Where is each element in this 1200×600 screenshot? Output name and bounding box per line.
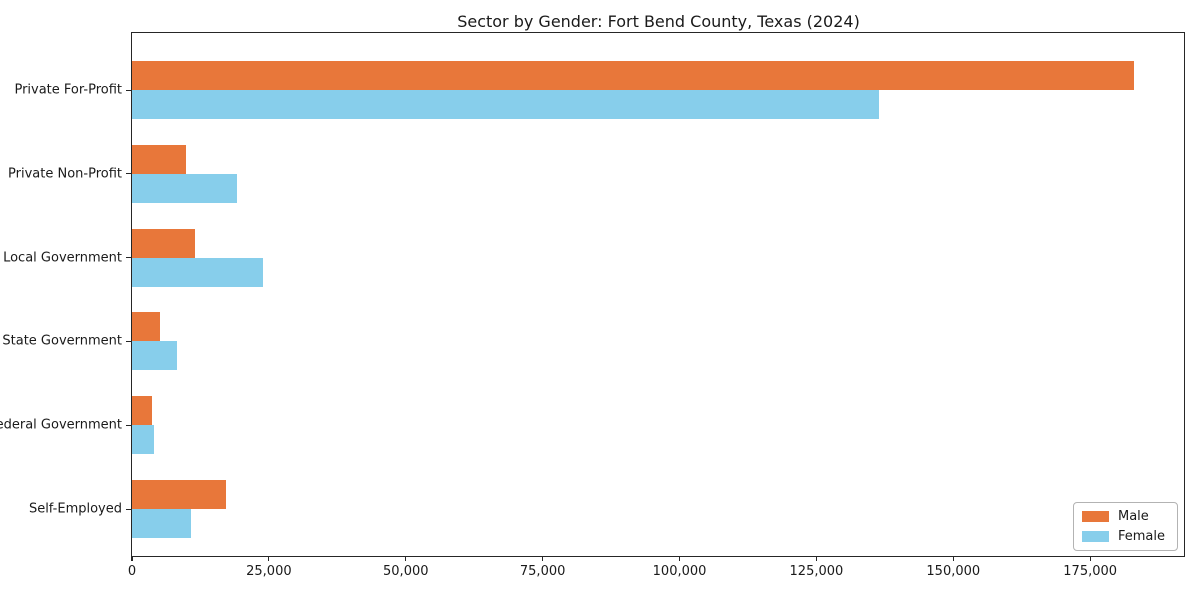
bar-female-private-for-profit — [132, 90, 880, 119]
bar-male-private-for-profit — [132, 61, 1134, 90]
x-tick-label-125-000: 125,000 — [789, 564, 844, 579]
y-tick-mark — [126, 173, 131, 175]
x-tick-label-75-000: 75,000 — [519, 564, 566, 579]
bar-male-local-government — [132, 228, 195, 258]
y-tick-label-local-government: Local Government — [3, 250, 122, 266]
y-tick-mark — [126, 89, 131, 91]
y-tick-mark — [126, 424, 131, 426]
x-tick-mark — [131, 556, 133, 561]
x-tick-mark — [268, 556, 270, 561]
y-tick-label-federal-government: Federal Government — [0, 417, 122, 433]
y-tick-label-private-non-profit: Private Non-Profit — [8, 166, 122, 182]
legend-item-female: Female — [1081, 529, 1165, 544]
x-tick-label-0: 0 — [127, 564, 137, 579]
x-tick-mark — [405, 556, 407, 561]
bar-male-federal-government — [132, 396, 152, 426]
x-tick-mark — [815, 556, 817, 561]
legend-swatch-male — [1081, 511, 1109, 522]
x-tick-label-150-000: 150,000 — [926, 564, 981, 579]
legend-item-male: Male — [1081, 509, 1165, 524]
y-tick-label-private-for-profit: Private For-Profit — [14, 82, 122, 98]
bar-male-state-government — [132, 312, 160, 342]
legend-label-male: Male — [1117, 509, 1149, 524]
x-tick-label-25-000: 25,000 — [246, 564, 292, 579]
plot-area: Private For-Profit Private Non-Profit Loca… — [0, 32, 1185, 579]
bar-female-local-government — [132, 257, 263, 287]
y-tick-mark — [126, 340, 131, 343]
x-tick-mark — [1089, 556, 1091, 561]
x-tick-label-100-000: 100,000 — [652, 564, 707, 579]
legend-swatch-female — [1081, 531, 1109, 542]
y-tick-label-self-employed: Self-Employed — [28, 501, 122, 517]
bar-female-federal-government — [132, 425, 154, 455]
legend-label-female: Female — [1117, 529, 1165, 544]
legend-items: Male Female — [1081, 509, 1165, 544]
x-tick-mark — [952, 556, 954, 561]
y-tick-mark — [126, 508, 131, 510]
bar-male-private-non-profit — [132, 144, 187, 174]
bar-female-state-government — [132, 341, 178, 371]
x-tick-mark — [542, 556, 544, 561]
bar-female-private-non-profit — [132, 173, 238, 203]
x-tick-mark — [678, 556, 681, 561]
chart-title: Sector by Gender: Fort Bend County, Texa… — [457, 12, 860, 31]
x-tick-label-50-000: 50,000 — [383, 564, 429, 579]
bar-male-self-employed — [132, 480, 226, 509]
y-tick-label-state-government: State Government — [2, 333, 122, 349]
bar-female-self-employed — [132, 509, 192, 538]
legend: Male Female — [1072, 502, 1178, 551]
y-tick-mark — [126, 257, 131, 259]
x-tick-label-175-000: 175,000 — [1063, 564, 1118, 579]
